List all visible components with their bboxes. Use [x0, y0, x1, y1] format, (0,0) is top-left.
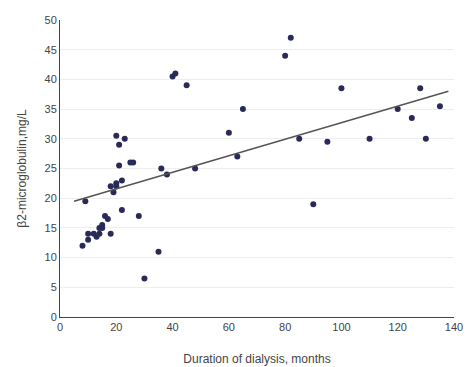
svg-text:β2-microglobulin,mg/L: β2-microglobulin,mg/L: [15, 109, 29, 228]
svg-text:60: 60: [223, 321, 235, 333]
svg-text:20: 20: [45, 192, 57, 204]
svg-text:40: 40: [166, 321, 178, 333]
svg-text:20: 20: [110, 321, 122, 333]
svg-text:120: 120: [389, 321, 407, 333]
svg-text:30: 30: [45, 133, 57, 145]
svg-text:10: 10: [45, 251, 57, 263]
svg-text:0: 0: [51, 311, 57, 323]
svg-text:5: 5: [51, 281, 57, 293]
svg-text:Duration of dialysis, months: Duration of dialysis, months: [183, 352, 330, 366]
svg-text:40: 40: [45, 73, 57, 85]
svg-text:45: 45: [45, 44, 57, 56]
svg-text:35: 35: [45, 103, 57, 115]
svg-text:80: 80: [279, 321, 291, 333]
svg-text:25: 25: [45, 162, 57, 174]
svg-text:50: 50: [45, 14, 57, 26]
svg-text:0: 0: [57, 321, 63, 333]
svg-text:100: 100: [332, 321, 350, 333]
svg-text:140: 140: [445, 321, 463, 333]
svg-text:15: 15: [45, 222, 57, 234]
